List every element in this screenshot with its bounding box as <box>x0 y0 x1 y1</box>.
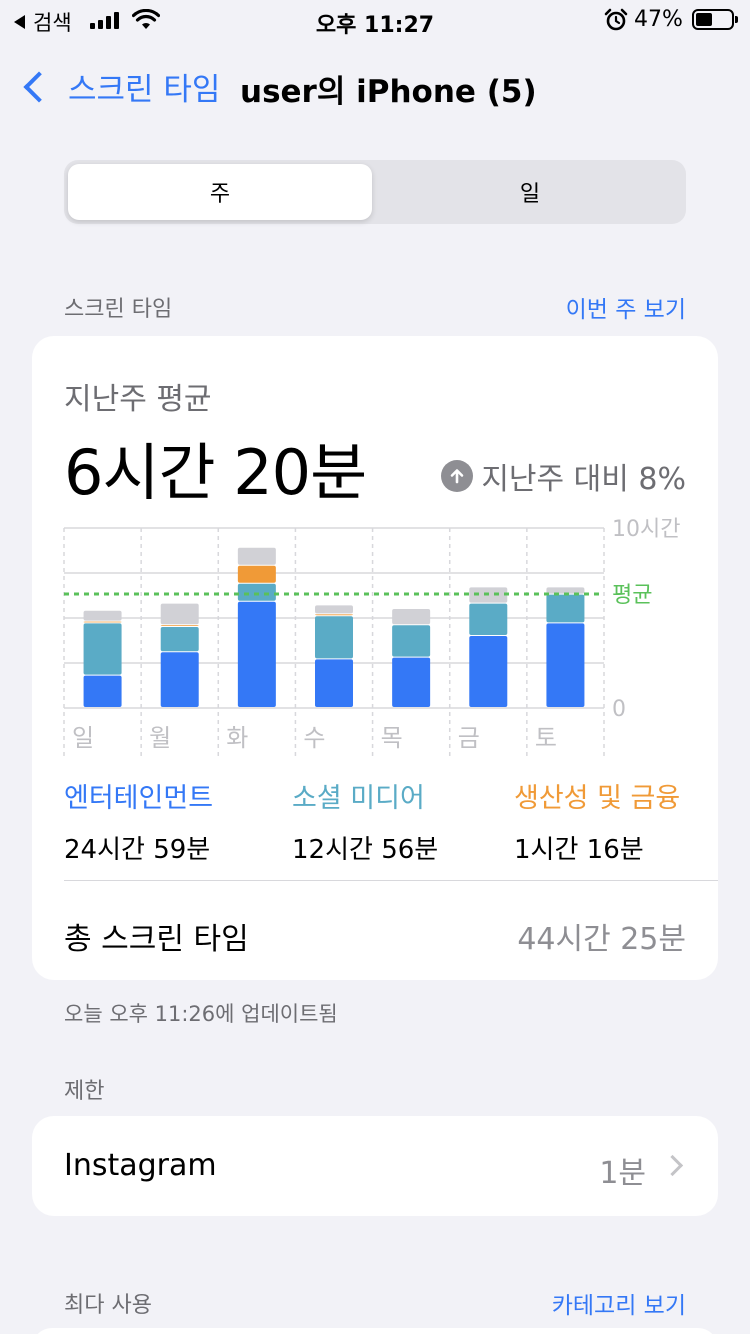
chart-bar-segment <box>469 603 508 635</box>
battery-nub <box>735 16 738 23</box>
segment-week[interactable]: 주 <box>68 164 372 220</box>
alarm-icon <box>604 8 628 31</box>
week-comparison-text: 지난주 대비 8% <box>481 462 686 497</box>
status-bar: 검색 오후 11:27 47% <box>0 0 750 40</box>
status-time: 오후 11:27 <box>315 13 435 38</box>
chart-bar-segment <box>160 603 199 625</box>
legend-entertainment: 엔터테인먼트 24시간 59분 <box>64 776 213 866</box>
chart-bar-segment <box>546 587 585 594</box>
chart-y-tick-label: 0 <box>612 697 626 722</box>
segment-day[interactable]: 일 <box>519 182 541 207</box>
screen-time-card: 지난주 평균 6시간 20분 지난주 대비 8% 일 월 화 수 목 금 토 평균 10시간 0 … <box>32 336 718 980</box>
chart-x-tick-label: 화 <box>226 724 248 752</box>
limit-minutes: 1분 <box>599 1156 646 1191</box>
period-segmented-control: 주 일 <box>64 160 686 224</box>
legend-entertainment-value: 24시간 59분 <box>64 835 211 865</box>
legend-social-label: 소셜 미디어 <box>292 783 425 814</box>
chart-bar-segment <box>237 547 276 565</box>
legend-productivity-label: 생산성 및 금융 <box>514 783 681 814</box>
chart-bar-segment <box>160 625 199 626</box>
back-app-label: 검색 <box>33 11 72 35</box>
week-comparison: 지난주 대비 8% <box>441 454 686 498</box>
back-triangle-icon <box>14 15 25 29</box>
screen-time-section-label: 스크린 타임 <box>64 297 173 322</box>
divider <box>64 880 718 881</box>
updated-timestamp: 오늘 오후 11:26에 업데이트됨 <box>64 1002 338 1026</box>
cellular-signal-icon <box>90 11 119 29</box>
wifi-icon <box>132 9 160 29</box>
chart-bar-segment <box>469 636 508 707</box>
chart-bar-segment <box>160 652 199 707</box>
chart-bar-segment <box>83 623 122 675</box>
limit-app-name: Instagram <box>64 1148 217 1183</box>
chart-bar-segment <box>315 659 353 707</box>
chart-bar-segment <box>83 675 122 707</box>
chart-x-tick-label: 목 <box>381 724 403 752</box>
chart-x-tick-label: 일 <box>72 724 94 752</box>
legend-social-value: 12시간 56분 <box>292 835 439 865</box>
chart-bar-segment <box>315 616 353 659</box>
back-button[interactable]: 스크린 타임 <box>18 64 220 109</box>
weekly-usage-chart: 일 월 화 수 목 금 토 평균 10시간 0 <box>63 517 680 756</box>
back-to-app-button[interactable]: 검색 <box>14 7 72 37</box>
chart-bar-segment <box>237 601 276 707</box>
chart-x-tick-label: 토 <box>535 724 557 752</box>
chart-average-label: 평균 <box>612 583 652 608</box>
average-value: 6시간 20분 <box>64 436 367 509</box>
chart-bar-segment <box>237 565 276 583</box>
back-button-label: 스크린 타임 <box>68 72 221 108</box>
legend-productivity: 생산성 및 금융 1시간 16분 <box>514 776 680 866</box>
total-screen-time-label: 총 스크린 타임 <box>64 922 249 957</box>
chart-x-tick-label: 금 <box>458 724 480 752</box>
chart-bar-segment <box>160 627 199 652</box>
arrow-up-circle-icon <box>441 460 474 492</box>
chart-x-tick-label: 월 <box>149 724 171 752</box>
chevron-left-icon <box>23 70 55 103</box>
legend-social: 소셜 미디어 12시간 56분 <box>292 776 438 866</box>
chart-bar-segment <box>392 625 431 657</box>
legend-productivity-value: 1시간 16분 <box>514 835 644 865</box>
chart-bar-segment <box>237 583 276 601</box>
navigation-bar: 스크린 타임 user의 iPhone (5) <box>0 58 750 114</box>
most-used-card <box>32 1328 718 1334</box>
most-used-section-label: 최다 사용 <box>64 1293 152 1318</box>
battery-percent: 47% <box>634 7 683 32</box>
battery-icon <box>692 9 738 30</box>
chart-x-tick-label: 수 <box>303 724 325 752</box>
chart-bar-segment <box>315 614 353 616</box>
chart-bar-segment <box>546 594 585 623</box>
chart-bar-segment <box>83 621 122 623</box>
this-week-link[interactable]: 이번 주 보기 <box>565 297 686 323</box>
limit-row-instagram[interactable]: Instagram 1분 <box>32 1116 718 1216</box>
total-screen-time-value: 44시간 25분 <box>517 922 686 957</box>
chart-y-tick-label: 10시간 <box>612 517 680 542</box>
average-label: 지난주 평균 <box>64 382 212 417</box>
chart-bar-segment <box>392 657 431 707</box>
battery-fill <box>696 13 712 26</box>
chevron-right-icon <box>661 1154 684 1177</box>
chart-bar-segment <box>315 605 353 614</box>
chart-bar-segment <box>392 609 431 625</box>
chart-bar-segment <box>546 623 585 707</box>
legend-entertainment-label: 엔터테인먼트 <box>64 783 214 814</box>
page-title: user의 iPhone (5) <box>240 74 537 110</box>
category-view-link[interactable]: 카테고리 보기 <box>551 1293 686 1319</box>
chart-bar-segment <box>83 610 122 621</box>
limits-section-label: 제한 <box>64 1079 105 1104</box>
